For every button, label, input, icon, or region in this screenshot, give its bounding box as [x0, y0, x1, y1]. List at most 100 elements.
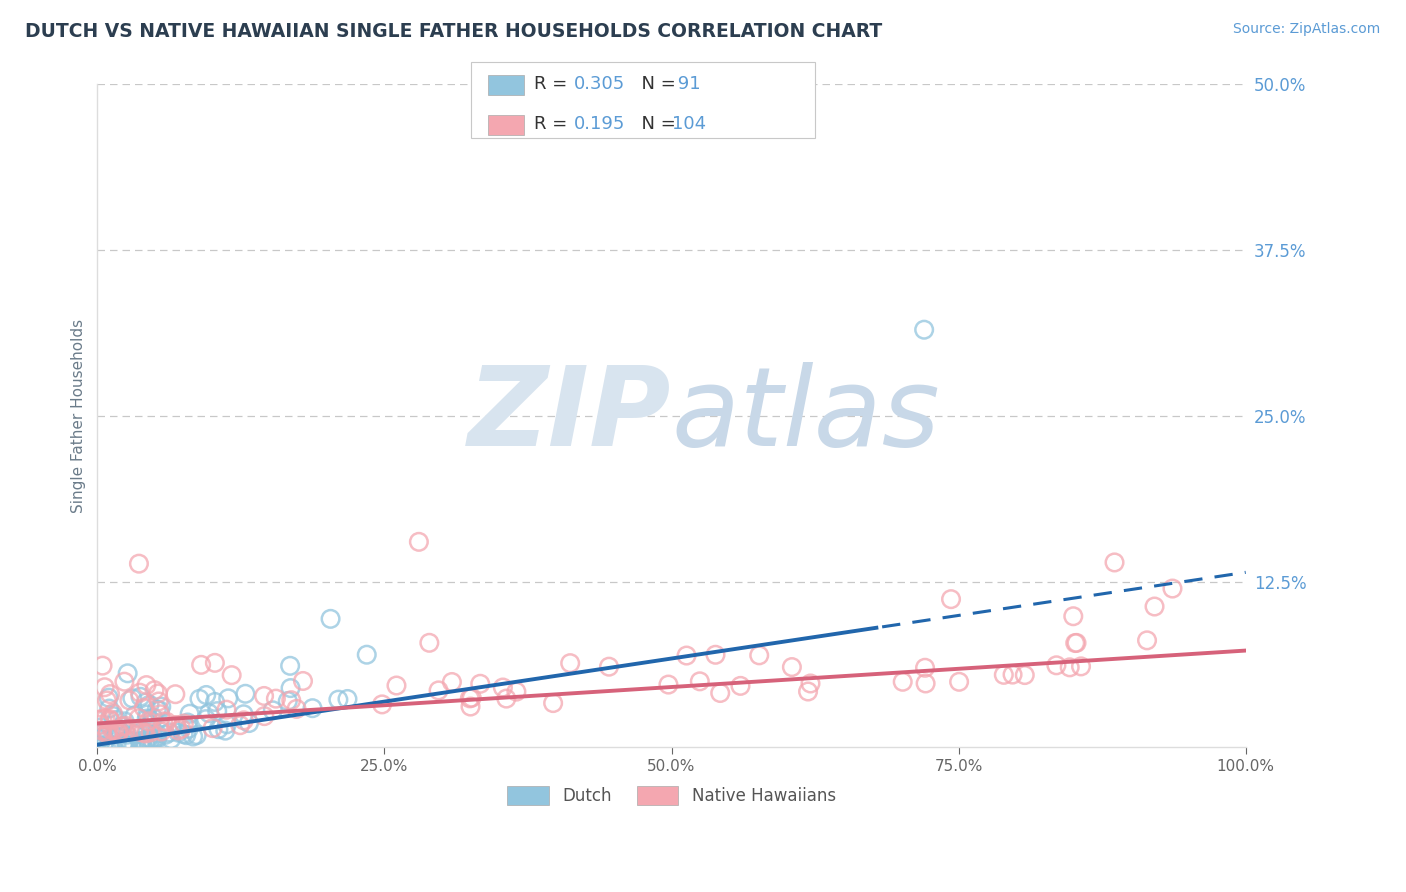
Point [139, 717, 162, 731]
Point [177, 722, 200, 736]
Point [118, 733, 141, 747]
Point [301, 701, 323, 715]
Point [114, 725, 136, 739]
Point [1045, 658, 1067, 673]
Point [90, 732, 112, 747]
Text: ZIP: ZIP [468, 362, 672, 469]
Point [505, 684, 527, 698]
Point [94, 712, 117, 726]
Point [150, 724, 173, 739]
Text: Source: ZipAtlas.com: Source: ZipAtlas.com [1233, 22, 1381, 37]
Point [135, 726, 157, 740]
Point [128, 557, 150, 571]
Point [104, 724, 127, 739]
Text: DUTCH VS NATIVE HAWAIIAN SINGLE FATHER HOUSEHOLDS CORRELATION CHART: DUTCH VS NATIVE HAWAIIAN SINGLE FATHER H… [25, 22, 883, 41]
Point [135, 695, 157, 709]
Point [460, 699, 482, 714]
Y-axis label: Single Father Households: Single Father Households [72, 318, 86, 513]
Point [131, 734, 153, 748]
Point [150, 699, 173, 714]
Point [134, 737, 156, 751]
Point [277, 694, 299, 708]
Point [138, 714, 160, 729]
Point [797, 684, 820, 698]
Point [170, 722, 193, 736]
Point [174, 728, 197, 742]
Point [253, 689, 276, 703]
Point [262, 703, 284, 717]
Point [458, 691, 481, 706]
Point [217, 691, 239, 706]
Point [204, 656, 226, 670]
Point [141, 732, 163, 747]
Point [914, 661, 936, 675]
Point [93, 680, 115, 694]
Point [112, 737, 135, 751]
Point [167, 725, 190, 739]
Text: 91: 91 [672, 75, 700, 93]
Point [107, 723, 129, 737]
Point [111, 720, 134, 734]
Point [149, 707, 172, 722]
Point [1143, 599, 1166, 614]
Point [118, 693, 141, 707]
Point [108, 723, 131, 738]
Point [689, 674, 711, 689]
Text: R =: R = [534, 115, 574, 133]
Point [166, 718, 188, 732]
Point [115, 728, 138, 742]
Text: N =: N = [630, 115, 682, 133]
Point [145, 726, 167, 740]
Point [221, 668, 243, 682]
Point [121, 691, 143, 706]
Point [292, 673, 315, 688]
Point [1014, 668, 1036, 682]
Point [112, 674, 135, 689]
Point [128, 711, 150, 725]
Point [461, 690, 484, 705]
Point [179, 706, 201, 721]
Point [128, 724, 150, 739]
Point [115, 719, 138, 733]
Point [98, 701, 121, 715]
Point [148, 694, 170, 708]
Point [1136, 633, 1159, 648]
Point [115, 737, 138, 751]
Point [181, 730, 204, 744]
Point [96, 727, 118, 741]
Point [142, 711, 165, 725]
Point [93, 724, 115, 739]
Point [124, 708, 146, 723]
Point [167, 723, 190, 738]
Point [101, 739, 124, 753]
Point [939, 592, 962, 607]
Point [124, 727, 146, 741]
Point [385, 679, 408, 693]
Point [128, 686, 150, 700]
Point [560, 656, 582, 670]
Point [198, 706, 221, 721]
Point [138, 736, 160, 750]
Point [232, 714, 254, 728]
Point [89, 718, 111, 732]
Point [280, 681, 302, 695]
Point [328, 692, 350, 706]
Point [148, 703, 170, 717]
Point [492, 681, 515, 695]
Point [94, 734, 117, 748]
Point [139, 725, 162, 739]
Point [98, 687, 121, 701]
Point [186, 728, 208, 742]
Point [238, 716, 260, 731]
Point [1066, 636, 1088, 650]
Point [136, 731, 159, 746]
Point [135, 712, 157, 726]
Point [165, 718, 187, 732]
Point [107, 726, 129, 740]
Point [195, 712, 218, 726]
Point [195, 688, 218, 702]
Point [730, 679, 752, 693]
Point [131, 737, 153, 751]
Point [235, 687, 257, 701]
Point [160, 732, 183, 747]
